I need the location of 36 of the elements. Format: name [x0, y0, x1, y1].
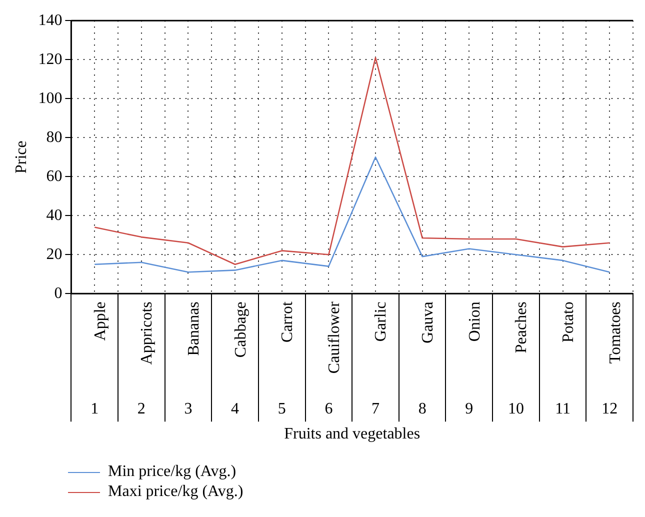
legend-label: Min price/kg (Avg.)	[108, 462, 236, 482]
text: Cauiflower	[326, 300, 343, 374]
x-axis-title: Fruits and vegetables	[284, 426, 420, 443]
text: Potato	[560, 302, 577, 342]
x-tick-label: 1	[90, 400, 99, 418]
y-tick-label: 0	[54, 284, 62, 302]
text: Onion	[466, 302, 484, 342]
text: Tomatoes	[606, 302, 624, 364]
text: Cabbage	[232, 302, 250, 358]
x-tick-label: 3	[184, 400, 192, 418]
x-tick-label: 7	[372, 400, 380, 418]
y-axis-title: Price	[12, 140, 30, 174]
text: Bananas	[185, 302, 202, 356]
x-tick-label: 11	[555, 400, 570, 418]
x-tick-label: 12	[602, 400, 618, 418]
y-tick-label: 40	[46, 206, 62, 224]
x-tick-label: 9	[465, 400, 474, 418]
text: Apple	[92, 302, 109, 341]
text: Gauva	[420, 302, 437, 344]
y-tick-label: 140	[38, 12, 62, 29]
text: Garlic	[372, 302, 390, 342]
text: Peaches	[513, 302, 530, 354]
text: Appricots	[138, 302, 156, 365]
y-tick-label: 80	[46, 128, 62, 146]
text: Carrot	[279, 301, 296, 342]
legend-label: Maxi price/kg (Avg.)	[108, 482, 244, 502]
y-tick-label: 20	[46, 246, 62, 263]
y-tick-label: 120	[38, 50, 62, 68]
x-tick-label: 10	[508, 400, 524, 418]
x-tick-label: 4	[231, 400, 240, 418]
x-tick-label: 5	[278, 400, 286, 418]
x-tick-label: 6	[324, 400, 333, 418]
y-tick-label: 100	[38, 90, 62, 107]
x-tick-label: 2	[137, 400, 146, 418]
y-tick-label: 60	[46, 168, 62, 185]
x-tick-label: 8	[418, 400, 426, 418]
